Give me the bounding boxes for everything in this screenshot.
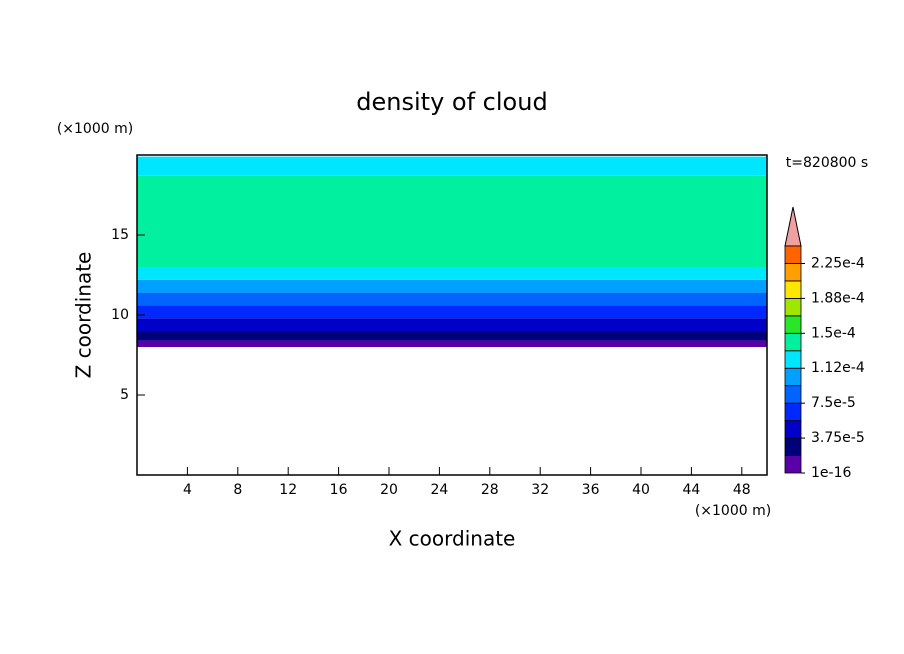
colorbar-box: [784, 455, 802, 474]
x-tick-label: 40: [632, 482, 650, 498]
contour-band: [137, 175, 767, 267]
colorbar-tick-label: 2.25e-4: [811, 255, 865, 271]
colorbar-box: [784, 263, 802, 282]
contour-band: [137, 279, 767, 293]
x-tick-label: 28: [481, 482, 499, 498]
contour-band: [137, 156, 767, 176]
colorbar-box: [784, 402, 802, 422]
colorbar-box: [784, 297, 802, 317]
x-tick-label: 12: [279, 482, 297, 498]
colorbar-tick-label: 1.88e-4: [811, 290, 865, 306]
colorbar-box: [784, 437, 802, 456]
colorbar-box: [784, 385, 802, 404]
x-unit: (×1000 m): [695, 503, 771, 519]
x-tick-label: 36: [582, 482, 600, 498]
x-tick-label: 20: [380, 482, 398, 498]
chart-title: density of cloud: [356, 88, 547, 116]
colorbar-tick-label: 3.75e-5: [811, 430, 865, 446]
y-tick-label: 15: [111, 227, 129, 243]
y-axis-title: Z coordinate: [72, 252, 96, 379]
colorbar-box: [784, 367, 802, 387]
colorbar-tick-label: 7.5e-5: [811, 395, 856, 411]
y-unit: (×1000 m): [57, 121, 133, 137]
x-tick-label: 44: [682, 482, 700, 498]
colorbar-box: [784, 332, 802, 352]
contour-band: [137, 318, 767, 331]
colorbar-tick-label: 1e-16: [811, 465, 851, 481]
x-tick-label: 32: [531, 482, 549, 498]
colorbar-arrow: [784, 206, 802, 247]
y-tick-label: 10: [111, 307, 129, 323]
colorbar-tick-label: 1.5e-4: [811, 325, 856, 341]
y-tick-label: 5: [120, 387, 129, 403]
contour-band: [137, 292, 767, 306]
x-tick-label: 16: [330, 482, 348, 498]
contour-band: [137, 340, 767, 347]
x-tick-label: 48: [733, 482, 751, 498]
x-tick-label: 24: [430, 482, 448, 498]
colorbar-box: [784, 350, 802, 369]
contour-band: [137, 305, 767, 319]
colorbar-box: [784, 315, 802, 334]
colorbar-tick-label: 1.12e-4: [811, 360, 865, 376]
time-annotation: t=820800 s: [786, 155, 868, 171]
contour-band: [137, 267, 767, 280]
x-tick-label: 8: [233, 482, 242, 498]
colorbar-box: [784, 280, 802, 299]
colorbar-box: [784, 420, 802, 439]
contour-band: [137, 331, 767, 341]
x-tick-label: 4: [183, 482, 192, 498]
x-axis-title: X coordinate: [389, 527, 516, 551]
colorbar-box: [784, 245, 802, 264]
